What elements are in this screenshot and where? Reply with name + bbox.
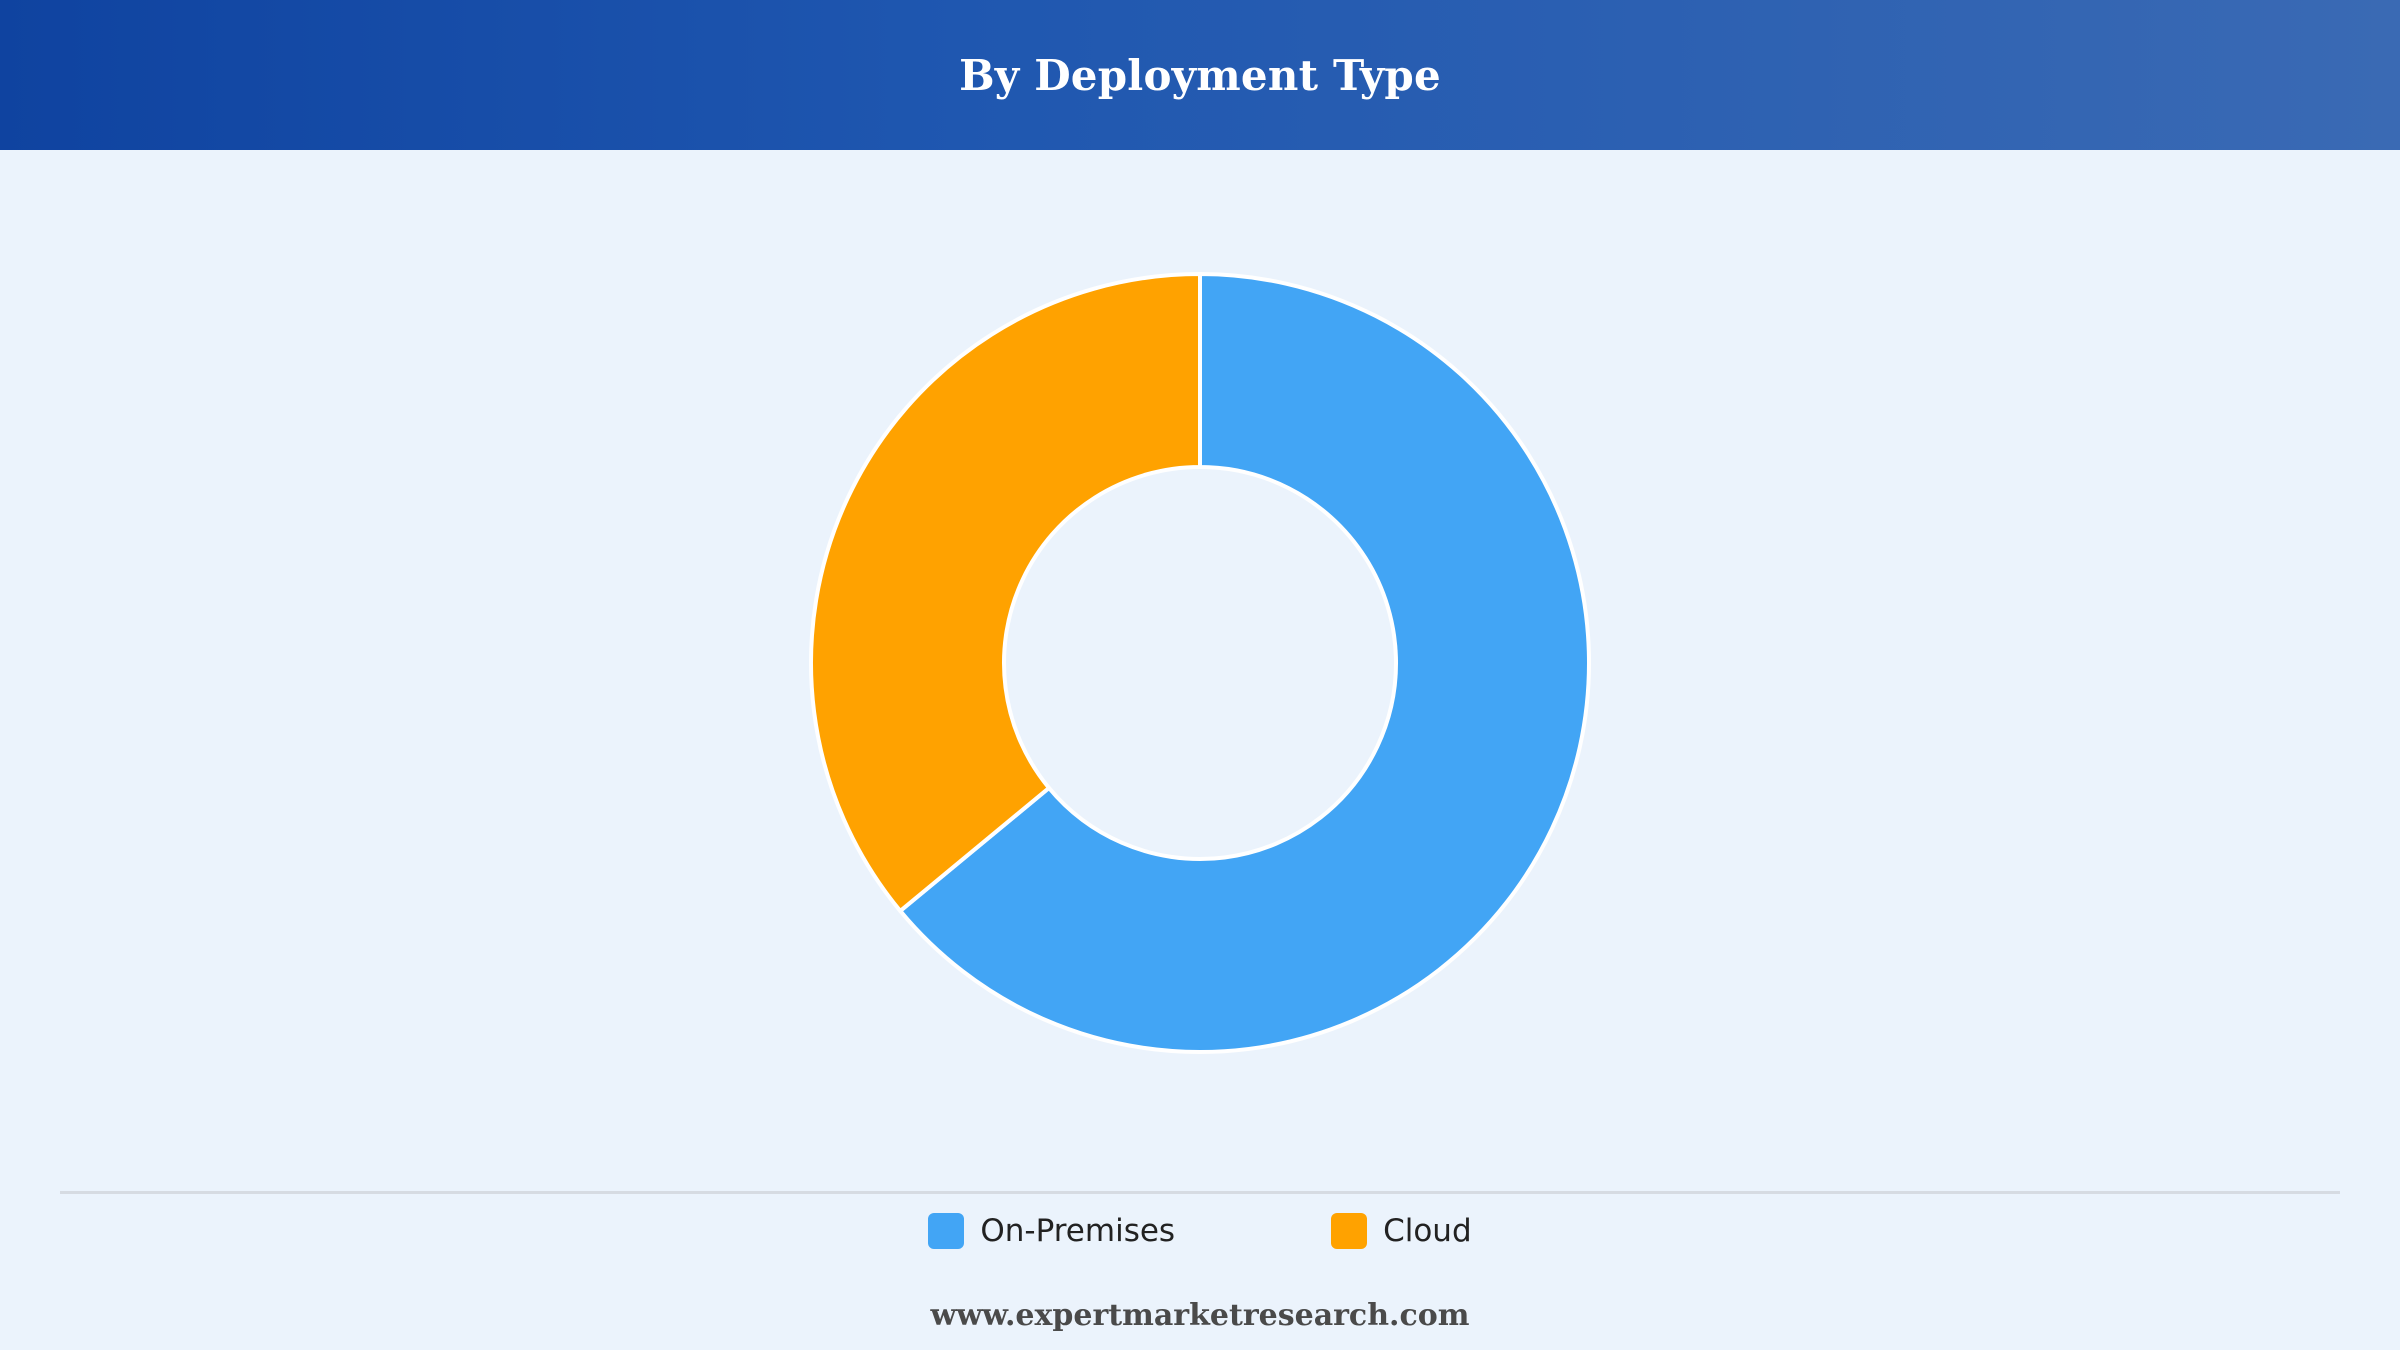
legend-item-cloud[interactable]: Cloud (1331, 1213, 1472, 1249)
chart-legend: On-Premises Cloud (0, 1206, 2400, 1256)
chart-header: By Deployment Type (0, 0, 2400, 150)
legend-item-on-premises[interactable]: On-Premises (928, 1213, 1253, 1249)
source-footer: www.expertmarketresearch.com (930, 1298, 1470, 1333)
legend-divider (60, 1191, 2340, 1194)
chart-area (0, 150, 2400, 1190)
donut-slice-cloud[interactable] (809, 272, 1202, 913)
chart-title: By Deployment Type (959, 50, 1441, 100)
legend-swatch-on-premises (928, 1213, 965, 1249)
legend-label-cloud: Cloud (1383, 1213, 1472, 1249)
legend-swatch-cloud (1331, 1213, 1368, 1249)
donut-chart (809, 272, 1591, 1054)
legend-label-on-premises: On-Premises (980, 1213, 1176, 1249)
donut-slice-on-premises[interactable] (898, 272, 1591, 1054)
